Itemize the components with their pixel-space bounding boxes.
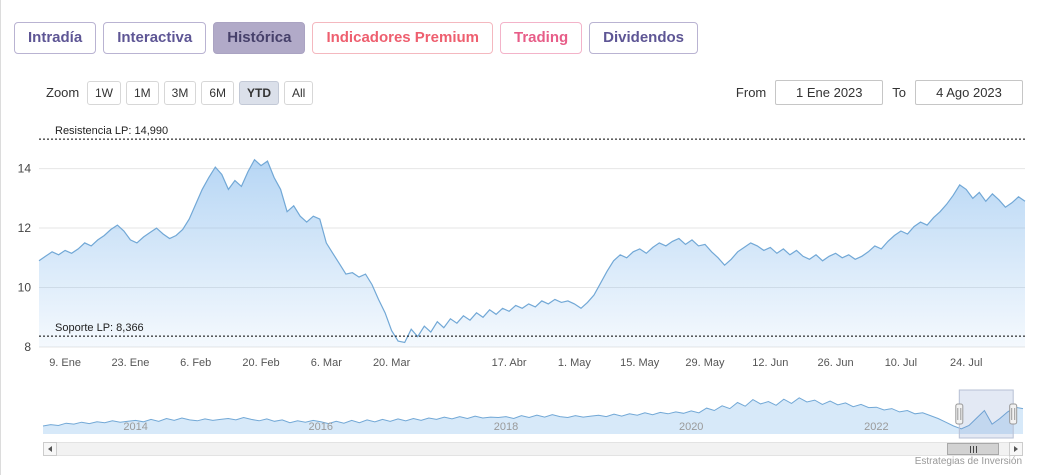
tab-trading[interactable]: Trading	[500, 22, 583, 54]
price-area	[39, 159, 1025, 347]
x-axis-label: 6. Mar	[311, 357, 343, 369]
scrollbar-right-arrow-icon[interactable]	[1009, 442, 1023, 456]
range-6m[interactable]: 6M	[201, 81, 235, 105]
chart-scrollbar[interactable]	[43, 442, 1023, 456]
x-axis-label: 17. Abr	[492, 357, 527, 369]
range-3m[interactable]: 3M	[163, 81, 197, 105]
watermark: Estrategias de Inversión	[914, 456, 1022, 467]
navigator-year-label: 2020	[679, 421, 703, 433]
range-all[interactable]: All	[284, 81, 314, 105]
x-axis-label: 15. May	[620, 357, 660, 369]
to-label: To	[892, 85, 906, 100]
tab-intradia[interactable]: Intradía	[14, 22, 97, 54]
range-buttons: 1W 1M 3M 6M YTD All	[87, 81, 314, 105]
navigator-year-label: 2014	[123, 421, 147, 433]
range-ytd[interactable]: YTD	[239, 81, 280, 105]
from-label: From	[735, 85, 767, 100]
scrollbar-thumb[interactable]	[947, 443, 1000, 455]
navigator-selection-window[interactable]	[958, 389, 1014, 439]
x-axis-label: 24. Jul	[950, 357, 982, 369]
soporte-lp-label: Soporte LP: 8,366	[55, 322, 144, 334]
tab-historica[interactable]: Histórica	[213, 22, 306, 54]
date-range-controls: From To	[736, 80, 1023, 105]
x-axis-label: 1. May	[558, 357, 592, 369]
y-axis-label: 14	[18, 162, 32, 176]
tab-indicadores-premium[interactable]: Indicadores Premium	[312, 22, 493, 54]
tab-interactiva[interactable]: Interactiva	[103, 22, 207, 54]
x-axis-label: 10. Jul	[885, 357, 917, 369]
x-axis-label: 20. Mar	[373, 357, 411, 369]
x-axis-label: 23. Ene	[111, 357, 149, 369]
price-line	[38, 158, 1026, 344]
scrollbar-left-arrow-icon[interactable]	[43, 442, 57, 456]
price-area-chart[interactable]: 8 10 12 14 9. Ene 23. Ene 6. Feb 20. Feb 6. Mar 2…	[1, 103, 1040, 378]
y-axis-label: 8	[24, 340, 31, 354]
x-axis-label: 20. Feb	[242, 357, 279, 369]
range-1m[interactable]: 1M	[126, 81, 159, 105]
to-date-input[interactable]	[915, 80, 1023, 105]
y-axis-label: 10	[18, 281, 32, 295]
navigator-right-handle[interactable]	[1009, 403, 1018, 425]
x-axis-label: 29. May	[685, 357, 725, 369]
x-axis-label: 6. Feb	[180, 357, 211, 369]
x-axis-label: 12. Jun	[752, 357, 788, 369]
navigator-line	[42, 397, 1024, 430]
range-navigator[interactable]: 2014 2016 2018 2020 2022	[1, 388, 1040, 440]
navigator-year-label: 2016	[309, 421, 333, 433]
navigator-year-label: 2018	[494, 421, 518, 433]
zoom-label: Zoom	[46, 85, 80, 100]
navigator-year-label: 2022	[864, 421, 888, 433]
x-axis-label: 9. Ene	[49, 357, 81, 369]
tab-dividendos[interactable]: Dividendos	[589, 22, 699, 54]
x-axis-label: 26. Jun	[818, 357, 854, 369]
tab-bar: Intradía Interactiva Histórica Indicadores …	[14, 22, 699, 54]
resistencia-lp-label: Resistencia LP: 14,990	[55, 125, 168, 137]
scrollbar-track[interactable]	[57, 442, 1009, 456]
navigator-area	[43, 397, 1023, 434]
range-1w[interactable]: 1W	[87, 81, 121, 105]
navigator-left-handle[interactable]	[955, 403, 964, 425]
y-axis-label: 12	[18, 221, 32, 235]
from-date-input[interactable]	[775, 80, 884, 105]
